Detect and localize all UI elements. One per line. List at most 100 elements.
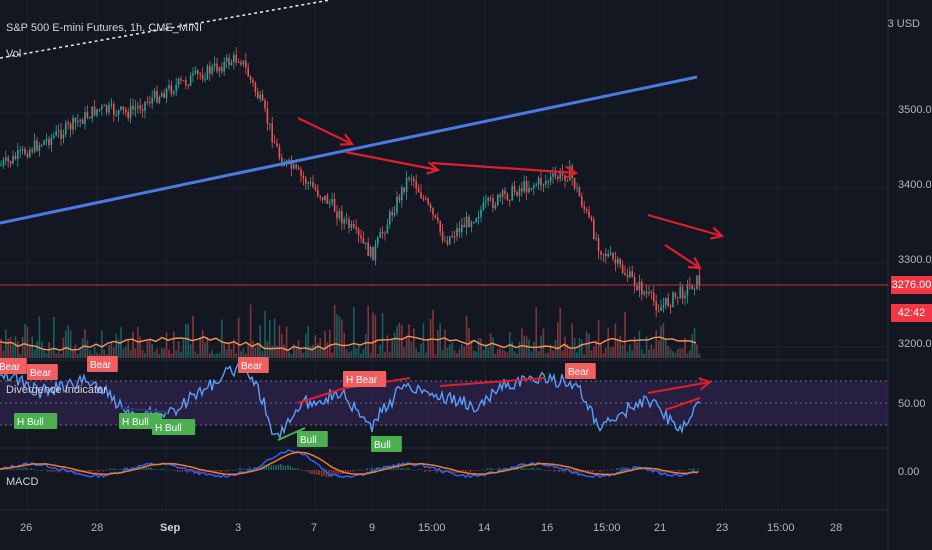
volume-bar: [530, 351, 533, 358]
candle-body: [593, 219, 595, 239]
price-tick-3400: 3400.00: [898, 179, 932, 191]
macd-hist-bar: [4, 468, 6, 470]
volume-bar: [417, 351, 420, 358]
macd-legend[interactable]: MACD: [6, 476, 39, 488]
candle-body: [453, 236, 456, 238]
candle-body: [137, 105, 139, 108]
macd-hist-bar: [277, 464, 280, 470]
macd-hist-bar: [400, 468, 402, 470]
macd-hist-bar: [232, 469, 234, 471]
bear-tag-1-bg: [0, 358, 27, 374]
price-div-arrow-4[interactable]: [647, 213, 723, 238]
candle-body: [307, 182, 309, 184]
divergence-legend[interactable]: Divergence Indicator: [6, 384, 107, 396]
volume-bar: [629, 344, 631, 358]
candle-body: [470, 222, 473, 228]
candle-body: [240, 62, 242, 65]
candle-body: [314, 187, 317, 190]
macd-hist-bar: [160, 469, 162, 470]
bear-tag-3: Bear: [90, 360, 112, 371]
volume-bar: [437, 330, 439, 358]
volume-bar: [170, 353, 173, 358]
rsi-bull-line-1[interactable]: [277, 427, 306, 441]
price-axis[interactable]: 3500.00 3400.00 3300.00 3200.00 50.00 0.…: [898, 104, 932, 478]
volume-bar: [516, 353, 518, 358]
rsi-div-line-1[interactable]: [297, 387, 346, 404]
price-div-arrow-2[interactable]: [344, 150, 439, 172]
candle-body: [235, 54, 237, 63]
volume-bar: [101, 330, 103, 358]
time-axis[interactable]: 26 28 Sep 3 7 9 15:00 14 16 15:00 21 23 …: [20, 522, 842, 534]
price-div-arrow-5[interactable]: [664, 244, 701, 269]
volume-bar: [475, 351, 477, 358]
candle-body: [72, 117, 74, 130]
blue-trendline[interactable]: [0, 75, 698, 225]
macd-hist-bar: [311, 470, 313, 475]
volume-bar: [163, 348, 165, 358]
macd-hist-bar: [431, 470, 433, 471]
bear-tag-4: Bear: [241, 361, 263, 372]
volume-legend[interactable]: Vol: [6, 48, 22, 60]
volume-bar: [497, 349, 499, 358]
rsi-bull-line-2[interactable]: [119, 407, 169, 413]
macd-hist-bar: [402, 467, 404, 470]
volume-bar: [609, 347, 612, 358]
candle-body: [494, 204, 497, 209]
price-divergence-arrows[interactable]: [297, 117, 725, 270]
candle-body: [57, 130, 60, 132]
h-bull-tag-1-bg: [14, 413, 58, 429]
price-div-arrow-3[interactable]: [431, 161, 577, 175]
candle-body: [21, 149, 24, 151]
macd-hist-bar: [114, 468, 116, 470]
candle-body: [249, 76, 252, 80]
macd-hist-bar: [671, 470, 673, 473]
divergence-tags: Bear Bear Bear Bear H Bear Bear H Bull H Bull H …: [0, 356, 596, 452]
candle-body: [439, 220, 441, 232]
macd-hist-bar: [258, 466, 260, 470]
rsi-div-arrow-4[interactable]: [647, 381, 711, 394]
volume-bar: [600, 344, 602, 358]
candle-body: [511, 186, 513, 201]
rsi-div-line-5[interactable]: [664, 397, 701, 411]
h-bear-tag-5: H Bear: [346, 375, 378, 386]
candle-body: [182, 80, 185, 82]
symbol-title[interactable]: S&P 500 E-mini Futures, 1h, CME_MINI: [6, 22, 203, 34]
macd-hist-bar: [172, 470, 174, 471]
macd-hist-bar: [676, 470, 678, 471]
time-tick-1500-c: 15:00: [767, 522, 795, 534]
macd-hist-bar: [416, 469, 419, 471]
candle-body: [641, 281, 643, 295]
candle-body: [638, 281, 641, 291]
volume-bar: [317, 343, 319, 358]
volume-bar: [619, 335, 621, 358]
candle-body: [105, 105, 108, 113]
volume-bar: [57, 351, 60, 358]
macd-hist-bar: [28, 469, 30, 471]
dotted-trendline[interactable]: [0, 0, 331, 59]
candle-body: [211, 66, 213, 74]
volume-bar: [276, 345, 278, 358]
volume-bar: [605, 347, 607, 358]
candle-body: [14, 156, 17, 160]
rsi-line: [0, 363, 701, 441]
macd-hist-bar: [340, 470, 342, 474]
candle-body: [480, 209, 482, 217]
volume-bar: [554, 340, 557, 358]
macd-hist-bar: [498, 467, 500, 470]
volume-bar: [461, 344, 463, 358]
macd-tick-0: 0.00: [898, 466, 919, 478]
volume-bar: [216, 353, 218, 358]
candle-body: [521, 188, 523, 192]
macd-hist-bar: [56, 470, 59, 473]
macd-hist-bar: [61, 470, 64, 471]
candle-body: [605, 253, 607, 257]
candle-body: [653, 292, 655, 302]
macd-hist-bar: [599, 470, 601, 472]
rsi-div-line-3[interactable]: [439, 377, 546, 387]
candle-body: [374, 244, 377, 261]
price-div-arrow-1[interactable]: [297, 117, 353, 145]
volume-bar: [595, 340, 597, 358]
macd-hist-bar: [395, 468, 397, 470]
volume-bar: [533, 341, 535, 358]
